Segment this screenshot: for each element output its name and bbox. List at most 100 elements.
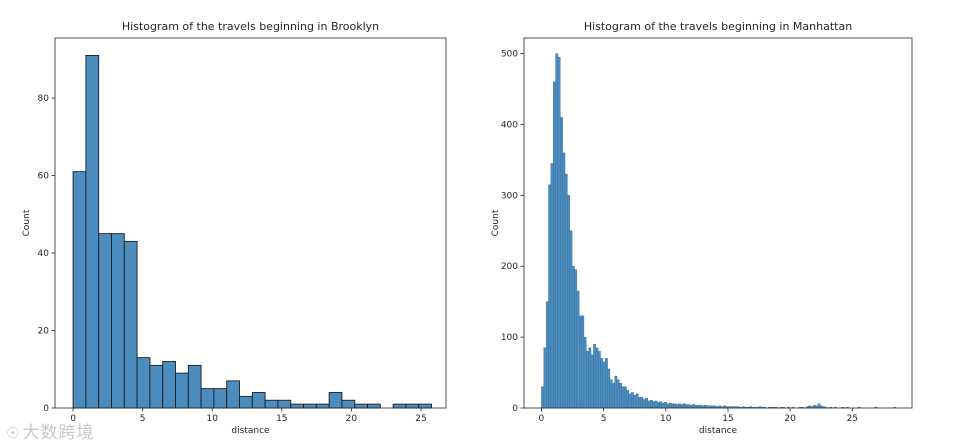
- x-tick-label: 20: [346, 414, 358, 424]
- histogram-bar: [697, 404, 700, 409]
- histogram-bar: [562, 152, 566, 409]
- histogram-bar: [290, 403, 304, 409]
- y-tick-label: 20: [38, 327, 50, 337]
- histogram-bar: [640, 397, 644, 409]
- histogram-bar: [583, 336, 587, 409]
- histogram-bar: [553, 81, 556, 409]
- histogram-bar: [555, 53, 559, 409]
- y-axis-label: Count: [491, 209, 501, 236]
- histogram-bar: [609, 379, 613, 409]
- histogram-bar: [649, 400, 653, 409]
- histogram-bar: [588, 347, 592, 409]
- chart-title: Histogram of the travels beginning in Br…: [122, 20, 379, 33]
- histogram-bar: [341, 399, 356, 409]
- histogram-bar: [668, 402, 672, 409]
- histogram-bar: [614, 375, 618, 409]
- histogram-bar: [656, 402, 660, 409]
- histogram-bar: [392, 403, 407, 409]
- x-axis-label: distance: [699, 426, 738, 436]
- histogram-bar: [175, 372, 189, 409]
- histogram-bar: [545, 301, 549, 409]
- y-tick-label: 60: [38, 172, 50, 182]
- chart-title: Histogram of the travels beginning in Ma…: [584, 20, 852, 33]
- plot-frame: [523, 37, 913, 409]
- y-tick-label: 100: [501, 333, 518, 343]
- y-tick-label: 40: [38, 249, 50, 259]
- histogram-bar: [264, 399, 279, 409]
- histogram-bar: [213, 388, 228, 409]
- histogram-bar: [628, 393, 632, 409]
- histogram-bar: [671, 403, 674, 409]
- histogram-bar: [111, 233, 125, 409]
- histogram-bar: [633, 395, 637, 409]
- y-axis-label: Count: [22, 209, 32, 236]
- brooklyn-histogram: 0 5 10 15 20 25 0 20 40 60 80 Histogram of the trav…: [22, 20, 447, 436]
- histogram-bar: [200, 388, 215, 409]
- histogram-bar: [548, 184, 552, 409]
- histogram-bar: [187, 364, 202, 409]
- x-tick-label: 25: [415, 414, 426, 424]
- histogram-bar: [817, 403, 821, 409]
- y-tick-label: 300: [501, 191, 518, 201]
- histogram-bar: [560, 117, 563, 409]
- histogram-bar: [136, 357, 151, 409]
- y-tick-label: 200: [501, 262, 518, 272]
- histogram-bar: [682, 403, 686, 409]
- histogram-bar: [418, 403, 432, 409]
- histogram-bar: [654, 400, 658, 409]
- histogram-bar: [680, 404, 684, 409]
- histogram-bar: [699, 404, 703, 409]
- histogram-bar: [664, 402, 667, 409]
- histogram-bar: [85, 54, 100, 409]
- histogram-bar: [612, 382, 615, 409]
- histogram-bar: [590, 354, 594, 409]
- histogram-bar: [607, 368, 611, 409]
- histogram-bar: [642, 399, 646, 409]
- histogram-bar: [586, 351, 589, 409]
- y-tick-label: 0: [512, 404, 518, 414]
- histogram-bar: [690, 404, 693, 409]
- histogram-bar: [251, 392, 266, 409]
- histogram-bar: [543, 347, 547, 409]
- y-tick-label: 80: [38, 94, 50, 104]
- histogram-bar: [626, 390, 630, 409]
- histogram-bar: [678, 403, 682, 409]
- histogram-bar: [354, 403, 368, 409]
- histogram-bar: [226, 380, 240, 409]
- histogram-bar: [666, 403, 670, 409]
- histogram-bar: [675, 404, 679, 409]
- histogram-bar: [123, 240, 138, 409]
- histogram-bar: [638, 397, 641, 409]
- histogram-bar: [557, 56, 561, 409]
- histogram-bar: [635, 393, 639, 409]
- histogram-bar: [569, 230, 573, 409]
- x-tick-label: 25: [847, 414, 858, 424]
- x-tick-label: 0: [539, 414, 545, 424]
- histogram-bar: [647, 400, 651, 409]
- histogram-bar: [574, 269, 578, 409]
- histogram-bar: [673, 403, 677, 409]
- y-tick-label: 400: [501, 120, 518, 130]
- histogram-bar: [600, 358, 604, 409]
- x-tick-label: 20: [784, 414, 796, 424]
- x-tick-label: 15: [722, 414, 733, 424]
- histogram-bar: [98, 233, 112, 409]
- histogram-bar: [277, 399, 292, 409]
- histogram-bar: [579, 315, 582, 409]
- histogram-bar: [602, 361, 606, 409]
- histogram-bar: [72, 171, 87, 409]
- x-tick-label: 10: [660, 414, 672, 424]
- x-tick-label: 5: [601, 414, 607, 424]
- histogram-bar: [303, 403, 317, 409]
- x-tick-label: 10: [207, 414, 219, 424]
- manhattan-histogram: 0 5 10 15 20 25 0 100 200 300 400 500 Histogram of t…: [491, 20, 913, 436]
- histogram-bar: [623, 386, 627, 409]
- histogram-bar: [661, 402, 665, 409]
- histogram-bar: [694, 404, 698, 409]
- histogram-bar: [239, 395, 253, 409]
- histogram-bar: [687, 404, 691, 409]
- camera-icon: ☉: [6, 424, 21, 442]
- histogram-bar: [581, 315, 585, 409]
- y-tick-label: 500: [501, 50, 518, 60]
